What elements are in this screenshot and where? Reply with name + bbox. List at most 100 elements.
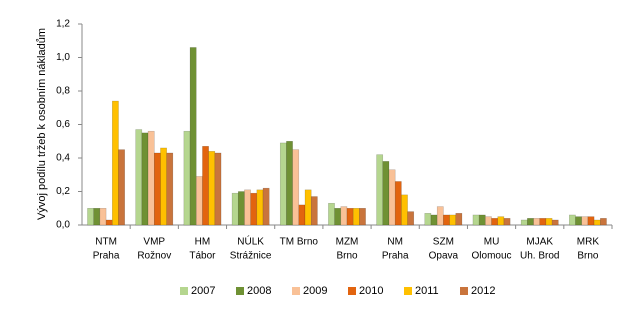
bar — [520, 219, 528, 226]
bar — [497, 216, 505, 226]
bar — [93, 208, 101, 226]
x-tick-label: Tábor — [189, 251, 216, 262]
legend-swatch — [180, 287, 188, 295]
bar — [401, 194, 408, 226]
bar — [202, 146, 209, 226]
y-tick-label: 0,6 — [56, 119, 70, 130]
x-tick-label: Brno — [336, 251, 358, 262]
x-tick-label: TM Brno — [280, 237, 319, 248]
bar — [286, 141, 293, 226]
legend-swatch — [236, 287, 244, 295]
bar — [244, 189, 251, 226]
bar — [430, 214, 438, 226]
x-tick-label: MJAK — [526, 237, 553, 248]
x-tick-label: SZM — [433, 237, 454, 248]
x-tick-label: Strážnice — [230, 251, 272, 262]
bar — [581, 216, 589, 226]
y-tick-label: 0,8 — [56, 86, 70, 97]
legend-swatch — [292, 287, 300, 295]
bar — [472, 214, 480, 226]
bar — [485, 216, 492, 226]
y-axis-title: Vývoj podílu tržeb k osobním nákladům — [36, 28, 48, 220]
legend-label: 2012 — [471, 285, 495, 297]
bar — [424, 213, 432, 226]
bar — [593, 219, 601, 226]
bar — [449, 214, 457, 226]
legend-label: 2010 — [359, 285, 383, 297]
legend-label: 2008 — [247, 285, 271, 297]
bar — [340, 206, 348, 226]
bar — [533, 218, 540, 226]
bar — [112, 100, 119, 226]
bar — [189, 47, 197, 226]
bar — [551, 219, 559, 226]
bar — [527, 218, 534, 226]
bar — [328, 202, 335, 226]
bar — [407, 211, 415, 226]
x-tick-label: NTM — [95, 237, 117, 248]
bar — [359, 208, 366, 226]
legend-label: 2011 — [415, 285, 439, 297]
bar — [118, 149, 125, 226]
bar — [99, 208, 107, 226]
bar — [334, 208, 342, 226]
x-tick-label: Brno — [577, 251, 599, 262]
bar — [545, 218, 553, 226]
x-tick-label: Praha — [93, 251, 120, 262]
y-tick-label: 0,2 — [56, 186, 70, 197]
bar — [292, 149, 300, 226]
bar — [147, 130, 155, 226]
bar — [196, 176, 203, 226]
x-tick-label: Opava — [429, 251, 459, 262]
bar — [262, 187, 270, 226]
x-tick-label: Uh. Brod — [520, 251, 559, 262]
legend-swatch — [460, 287, 468, 295]
x-tick-label: HM — [195, 237, 211, 248]
y-tick-label: 1,0 — [56, 52, 70, 63]
bar — [587, 216, 595, 226]
bar — [135, 129, 143, 226]
bar — [166, 152, 174, 226]
x-tick-label: NÚLK — [237, 235, 264, 248]
bar — [491, 218, 498, 226]
bar — [279, 142, 287, 226]
x-tick-label: VMP — [143, 237, 165, 248]
bar — [310, 196, 318, 226]
bar — [478, 214, 486, 226]
bar — [250, 192, 258, 226]
x-tick-label: MU — [484, 237, 500, 248]
y-tick-label: 0,0 — [56, 220, 70, 231]
x-tick-label: NM — [387, 237, 403, 248]
x-tick-label: MZM — [336, 237, 359, 248]
legend-swatch — [404, 287, 412, 295]
bar — [208, 151, 216, 226]
bar — [237, 191, 245, 226]
bar — [160, 147, 167, 226]
x-tick-label: Olomouc — [472, 251, 512, 262]
bar — [304, 189, 312, 226]
bar — [214, 152, 222, 226]
legend-label: 2009 — [303, 285, 327, 297]
x-tick-label: MRK — [577, 237, 600, 248]
x-tick-label: Praha — [382, 251, 409, 262]
bar — [600, 218, 607, 226]
y-tick-label: 0,4 — [56, 153, 70, 164]
bar — [346, 208, 354, 226]
bar — [539, 218, 547, 226]
bar — [376, 154, 384, 226]
bar — [436, 206, 444, 226]
bar — [105, 219, 113, 226]
legend-swatch — [348, 287, 356, 295]
bar — [231, 192, 239, 226]
y-tick-label: 1,2 — [56, 19, 70, 30]
bar — [443, 214, 450, 226]
bar — [183, 130, 191, 226]
bar — [569, 214, 576, 226]
bar — [382, 161, 390, 226]
bar — [256, 189, 264, 226]
bar — [388, 169, 396, 226]
bar — [455, 213, 463, 226]
bar — [87, 208, 94, 226]
bar — [352, 208, 360, 226]
